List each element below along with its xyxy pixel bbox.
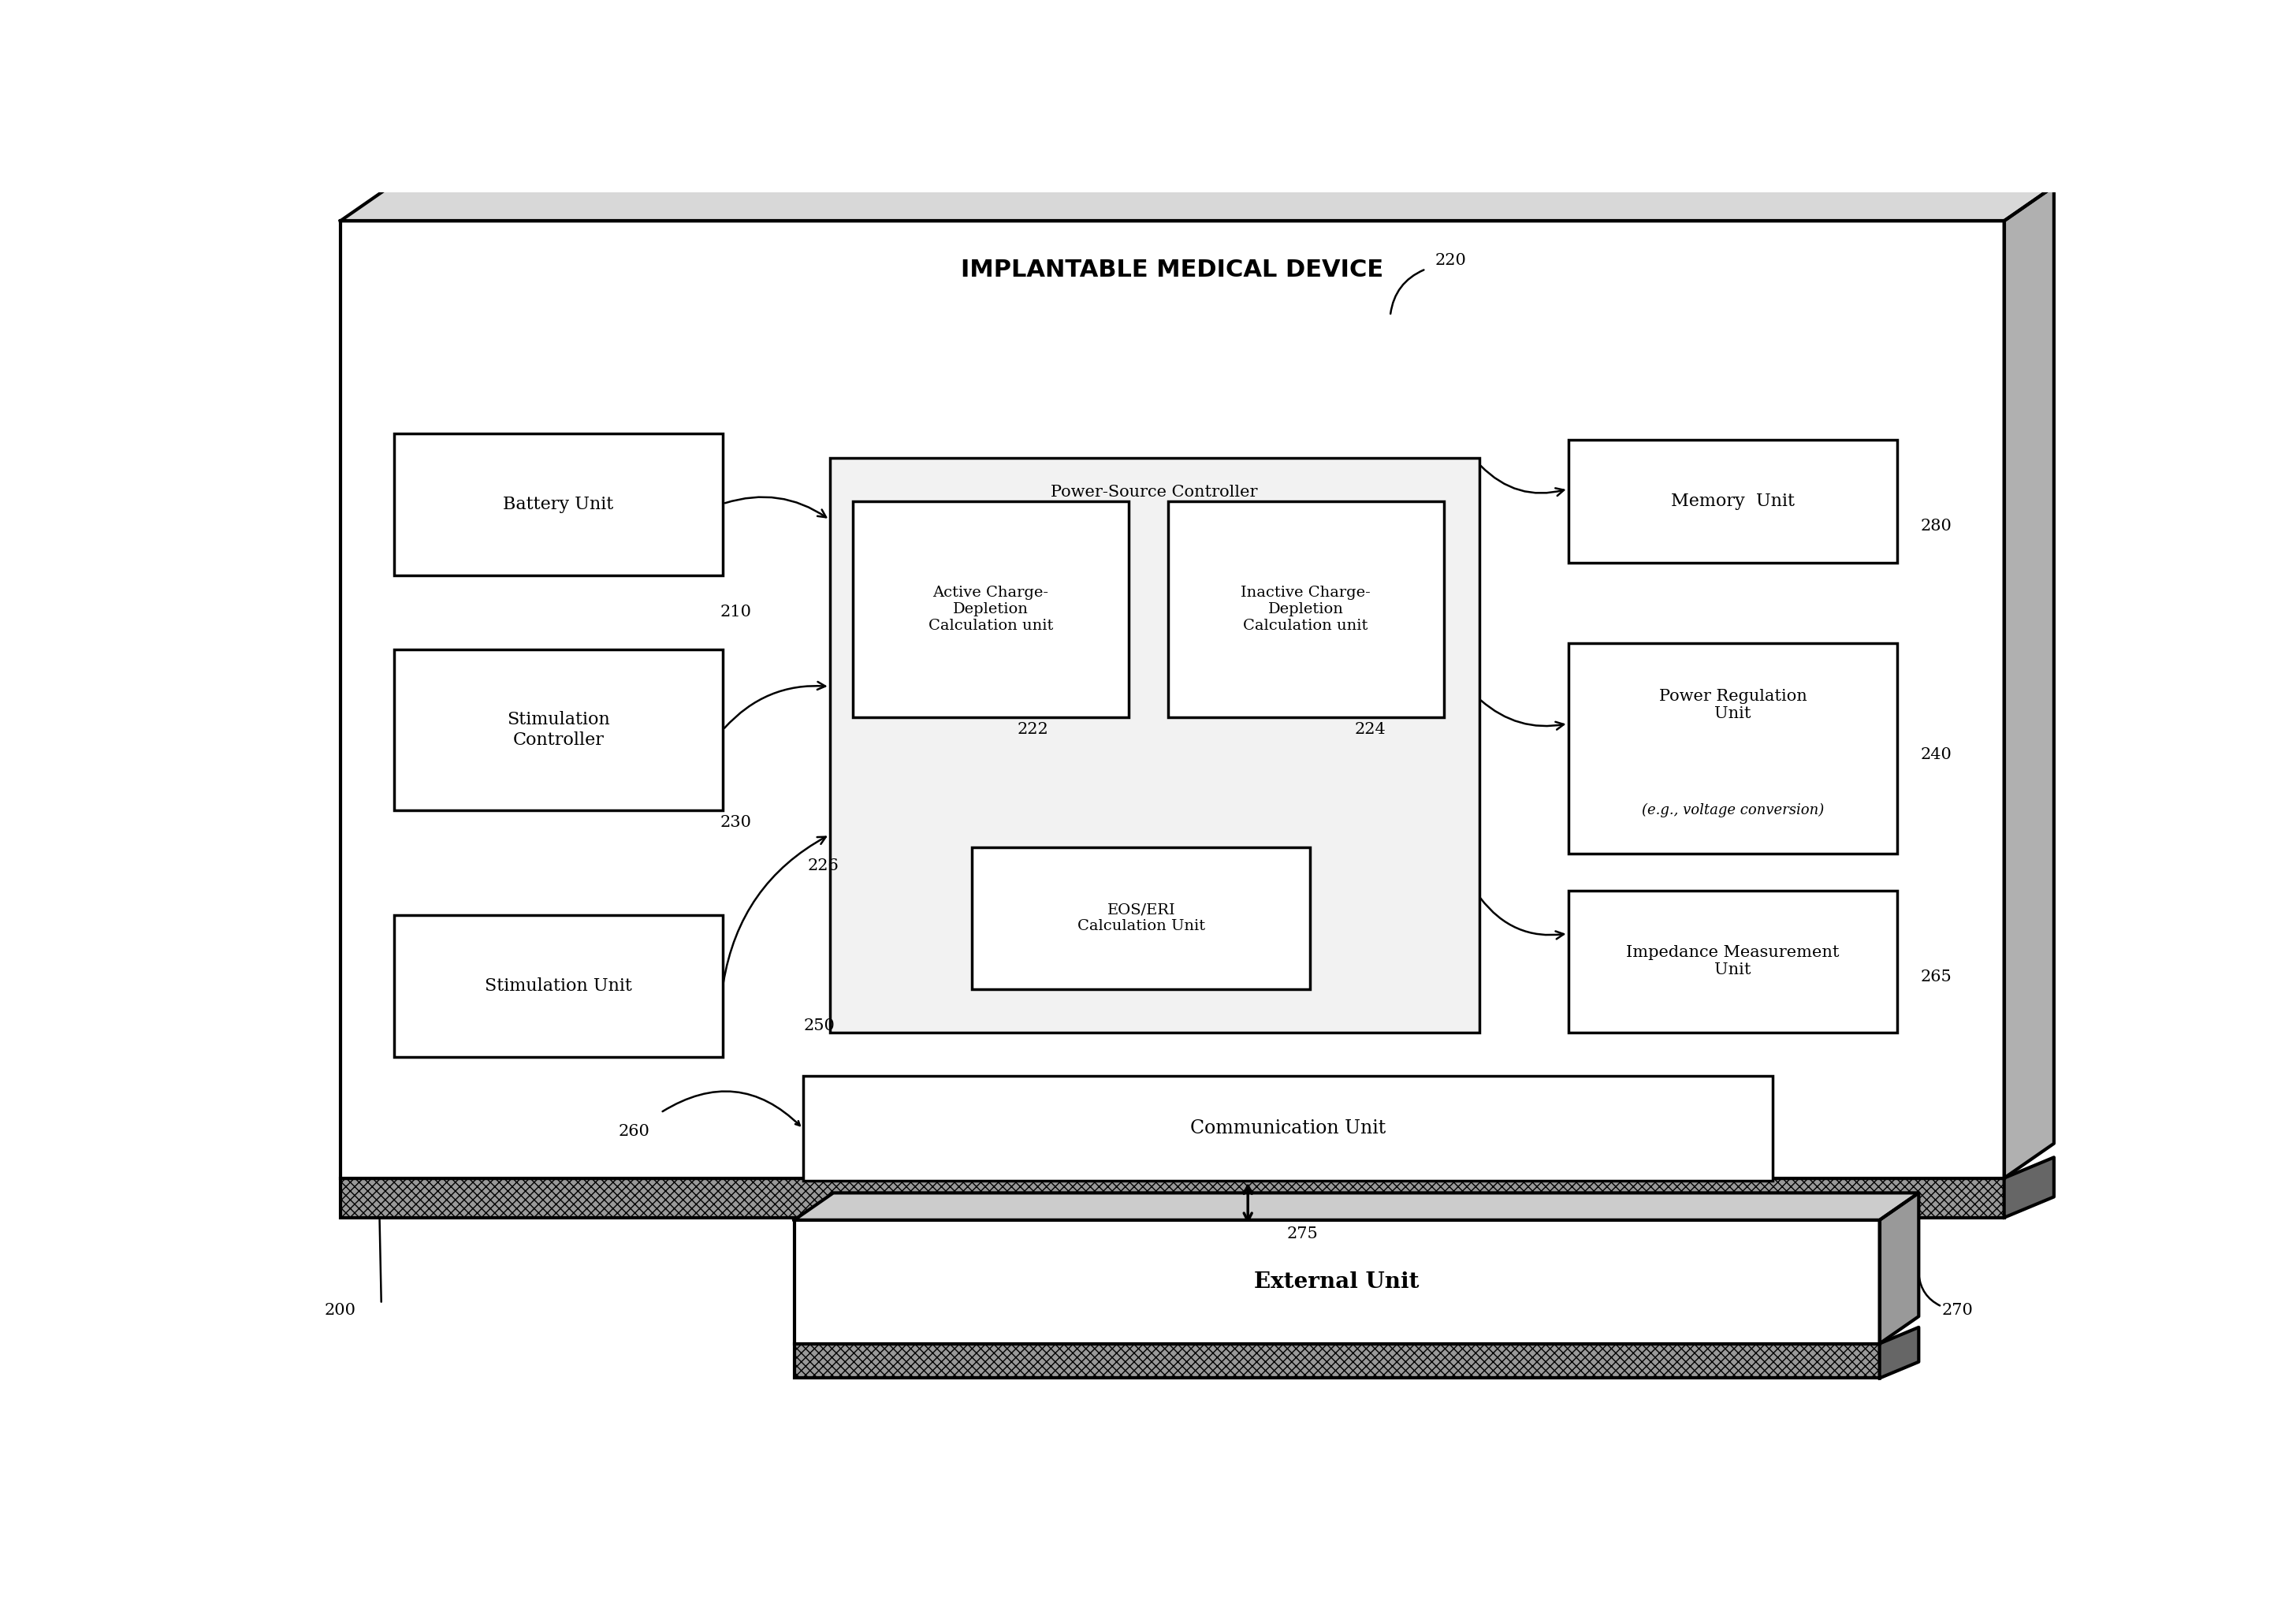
Text: Stimulation Unit: Stimulation Unit — [484, 977, 631, 994]
Polygon shape — [2004, 1158, 2055, 1217]
Bar — [395, 914, 723, 1057]
Text: 275: 275 — [1288, 1225, 1318, 1241]
Text: (e.g., voltage conversion): (e.g., voltage conversion) — [1642, 804, 1823, 816]
Text: Impedance Measurement
Unit: Impedance Measurement Unit — [1626, 945, 1839, 977]
Text: 280: 280 — [1919, 518, 1952, 534]
Bar — [1568, 439, 1896, 563]
Text: 210: 210 — [721, 605, 751, 619]
Bar — [852, 500, 1130, 717]
Text: IMPLANTABLE MEDICAL DEVICE: IMPLANTABLE MEDICAL DEVICE — [962, 258, 1384, 282]
Text: 260: 260 — [618, 1124, 650, 1139]
Polygon shape — [794, 1193, 1919, 1221]
Bar — [829, 459, 1479, 1033]
Bar — [395, 650, 723, 810]
Text: 220: 220 — [1435, 253, 1467, 268]
Bar — [340, 221, 2004, 1177]
Text: Memory  Unit: Memory Unit — [1671, 492, 1795, 510]
Text: 230: 230 — [721, 815, 751, 829]
Bar — [395, 433, 723, 576]
Bar — [794, 1221, 1880, 1344]
Bar — [358, 233, 1986, 1166]
Text: Battery Unit: Battery Unit — [503, 496, 613, 513]
Text: 200: 200 — [324, 1302, 356, 1318]
Text: Communication Unit: Communication Unit — [1189, 1120, 1387, 1137]
Text: EOS/ERI
Calculation Unit: EOS/ERI Calculation Unit — [1077, 903, 1205, 934]
Text: 240: 240 — [1919, 747, 1952, 762]
Text: 226: 226 — [808, 858, 838, 873]
Bar — [1568, 890, 1896, 1033]
Text: 224: 224 — [1355, 722, 1387, 738]
Bar — [340, 1177, 2004, 1217]
Polygon shape — [1880, 1193, 1919, 1344]
Text: 222: 222 — [1017, 722, 1049, 738]
Text: 270: 270 — [1942, 1302, 1972, 1318]
Bar — [794, 1344, 1880, 1378]
Text: Power Regulation
Unit: Power Regulation Unit — [1658, 688, 1807, 722]
Bar — [1568, 643, 1896, 853]
Polygon shape — [1880, 1327, 1919, 1378]
Polygon shape — [340, 186, 2055, 221]
Text: Active Charge-
Depletion
Calculation unit: Active Charge- Depletion Calculation uni… — [928, 585, 1054, 634]
Text: Inactive Charge-
Depletion
Calculation unit: Inactive Charge- Depletion Calculation u… — [1240, 585, 1371, 634]
Text: Stimulation
Controller: Stimulation Controller — [507, 711, 611, 749]
Bar — [1169, 500, 1444, 717]
Text: 250: 250 — [804, 1019, 836, 1033]
Bar — [971, 847, 1311, 990]
Text: 265: 265 — [1919, 969, 1952, 985]
Text: External Unit: External Unit — [1254, 1272, 1419, 1293]
Text: Power-Source Controller: Power-Source Controller — [1052, 484, 1258, 500]
Bar — [804, 1076, 1773, 1181]
Polygon shape — [2004, 186, 2055, 1177]
